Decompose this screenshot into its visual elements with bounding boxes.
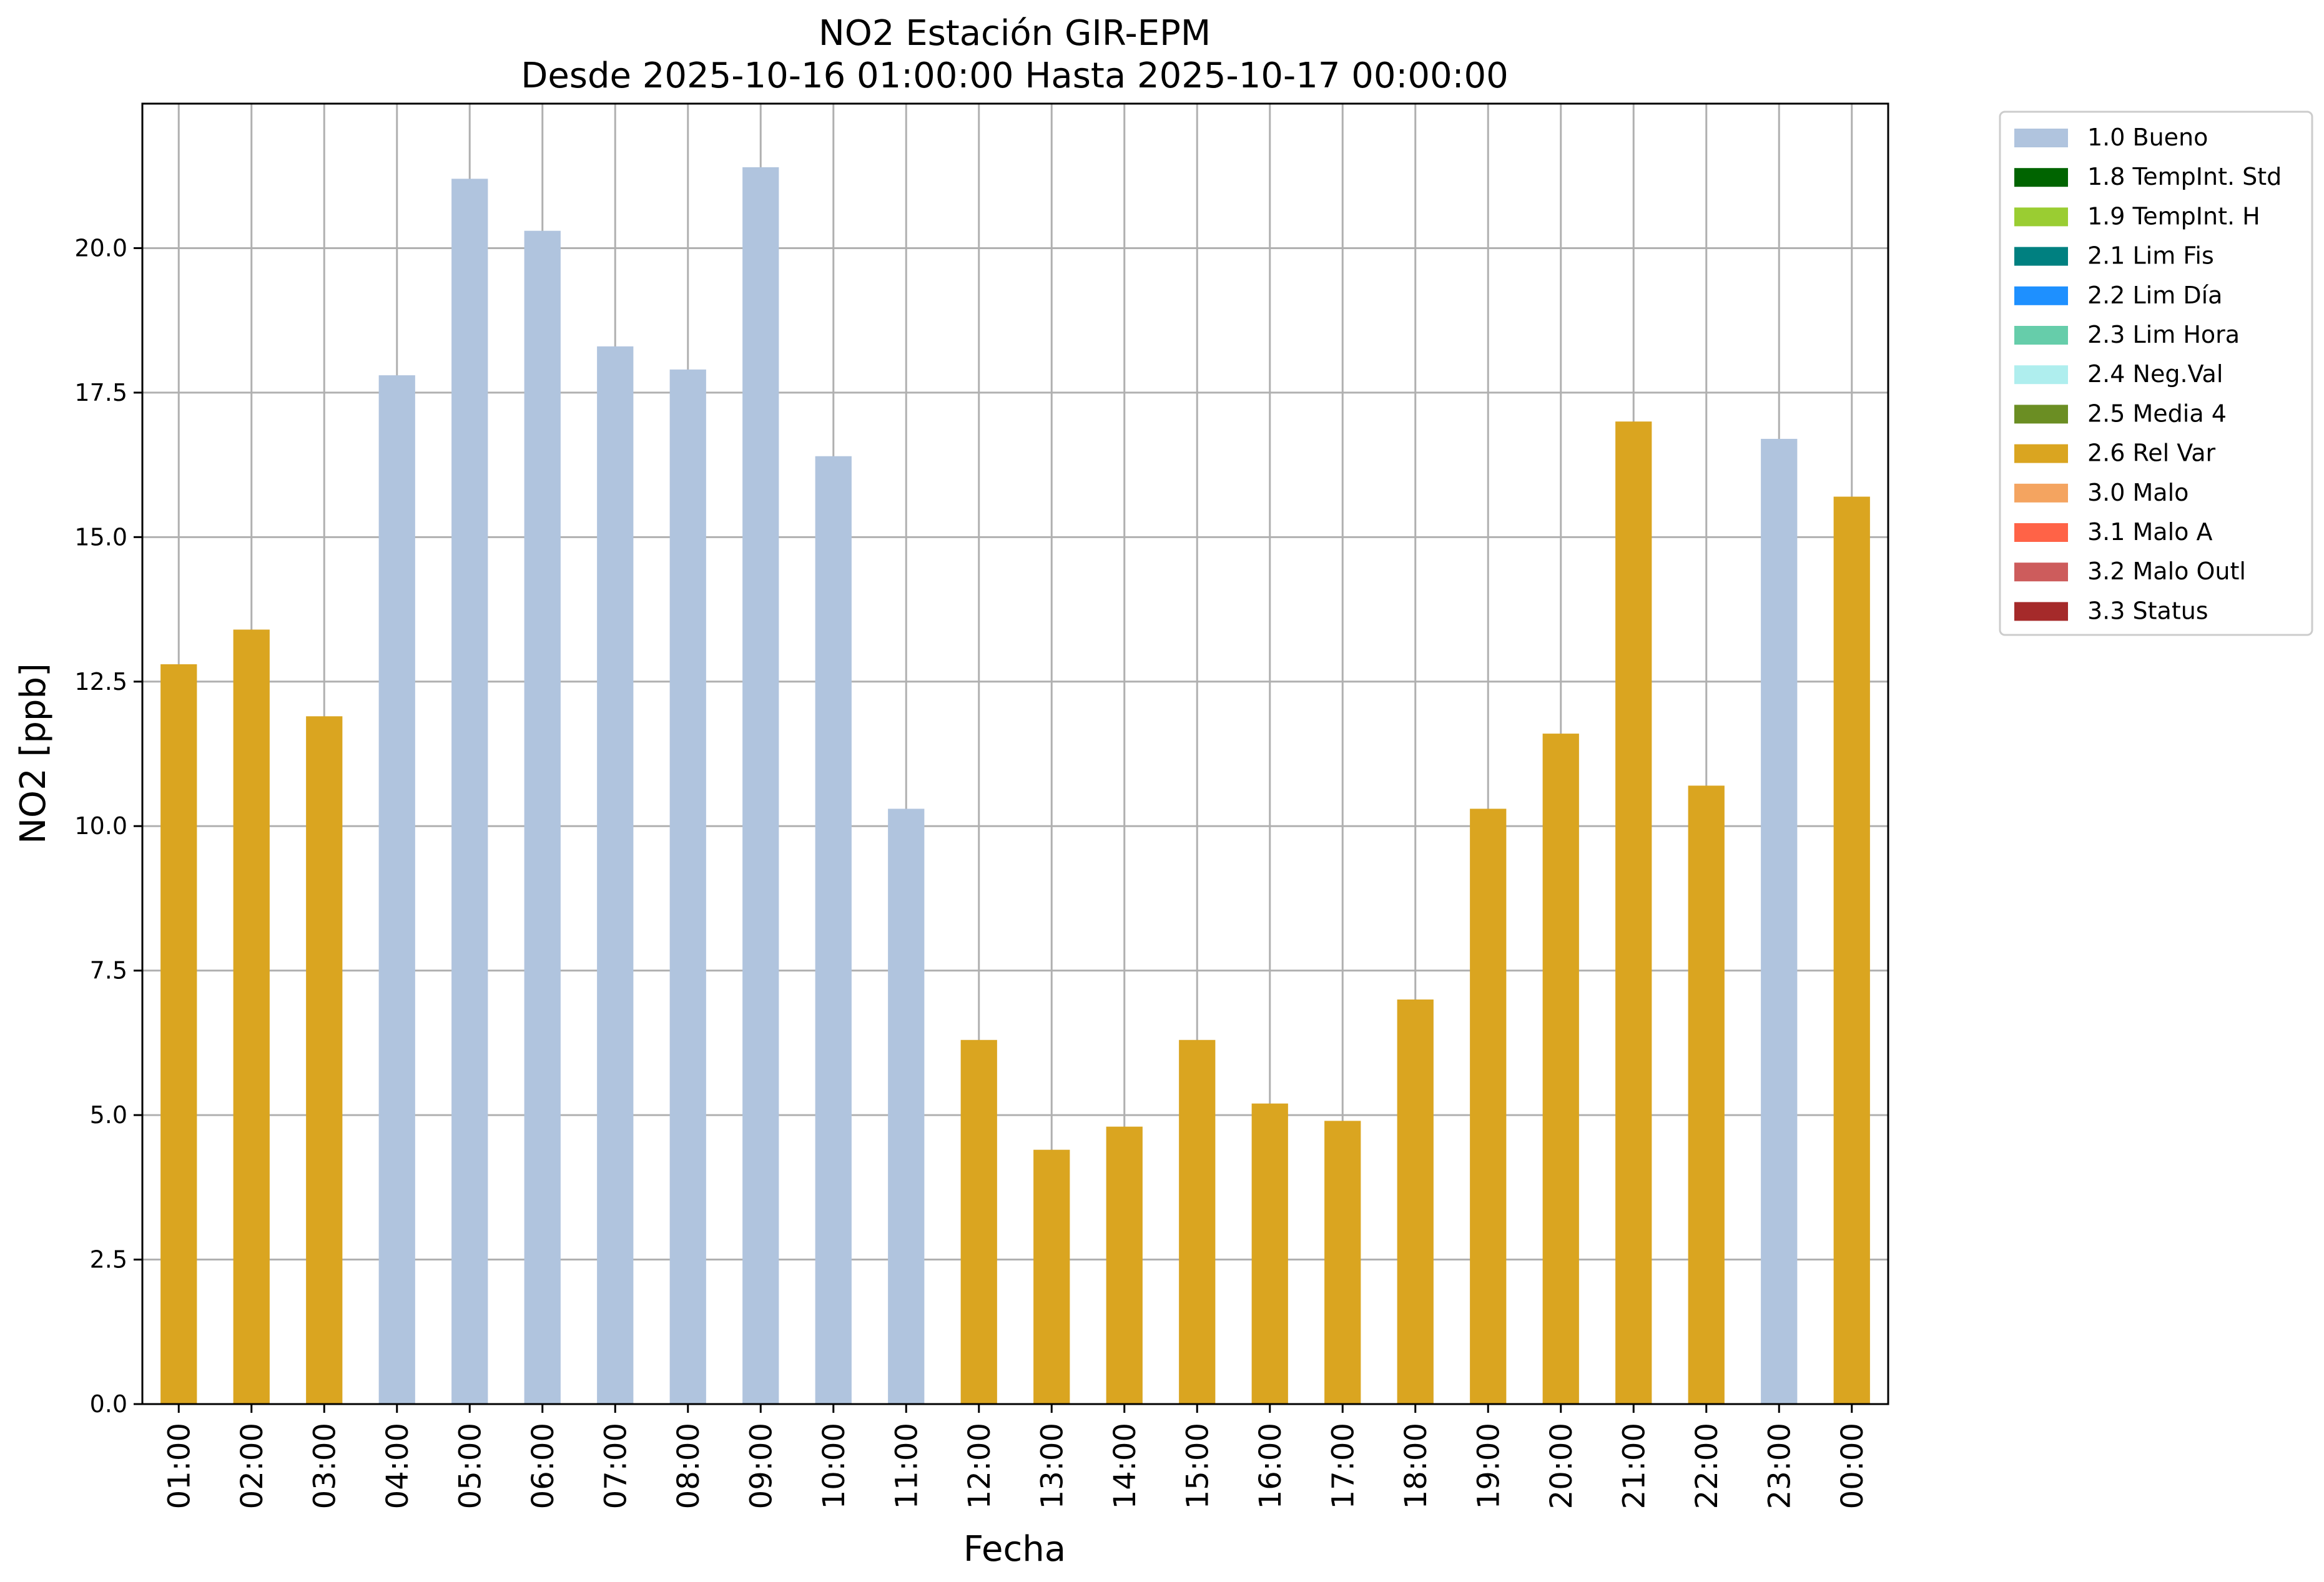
x-tick-label: 13:00 — [1035, 1423, 1070, 1509]
bar-06-00 — [524, 230, 561, 1404]
x-tick-label: 10:00 — [817, 1423, 852, 1509]
x-axis-ticks: 01:00 02:00 03:00 04:00 05:00 06:00 07:00 08:00… — [162, 1404, 1870, 1509]
y-tick-label: 7.5 — [90, 957, 127, 985]
bar-18-00 — [1397, 999, 1434, 1404]
x-tick-label: 19:00 — [1471, 1423, 1506, 1509]
x-tick-label: 21:00 — [1617, 1423, 1652, 1509]
legend-swatch — [2014, 602, 2068, 621]
x-tick-label: 22:00 — [1690, 1423, 1725, 1509]
legend-label: 3.1 Malo A — [2087, 518, 2212, 546]
x-tick-label: 00:00 — [1835, 1423, 1870, 1509]
legend-label: 2.6 Rel Var — [2087, 440, 2216, 467]
bar-22-00 — [1688, 785, 1725, 1404]
bar-14-00 — [1106, 1126, 1143, 1404]
legend-frame — [1999, 111, 2313, 636]
bar-08-00 — [669, 369, 706, 1404]
x-axis-label: Fecha — [963, 1529, 1066, 1570]
legend-swatch — [2014, 405, 2068, 424]
legend-label: 2.3 Lim Hora — [2087, 321, 2240, 348]
legend-label: 1.9 TempInt. H — [2087, 202, 2260, 230]
legend-swatch — [2014, 168, 2068, 187]
plot-frame — [141, 102, 1889, 1405]
y-tick-label: 10.0 — [74, 812, 127, 840]
legend-label: 3.0 Malo — [2087, 479, 2189, 506]
x-tick-label: 20:00 — [1544, 1423, 1579, 1509]
x-tick-label: 18:00 — [1399, 1423, 1434, 1509]
bar-19-00 — [1470, 808, 1507, 1404]
legend-label: 1.8 TempInt. Std — [2087, 163, 2282, 190]
x-tick-label: 06:00 — [526, 1423, 561, 1509]
legend-swatch — [2014, 286, 2068, 305]
x-tick-label: 03:00 — [307, 1423, 342, 1509]
bar-07-00 — [597, 346, 634, 1404]
x-tick-label: 01:00 — [162, 1423, 197, 1509]
y-tick-label: 5.0 — [90, 1101, 127, 1129]
bar-23-00 — [1761, 438, 1798, 1404]
bar-09-00 — [742, 167, 779, 1404]
y-tick-label: 17.5 — [74, 379, 127, 406]
legend-label: 2.1 Lim Fis — [2087, 242, 2214, 270]
y-tick-label: 0.0 — [90, 1390, 127, 1418]
x-tick-label: 07:00 — [598, 1423, 633, 1509]
x-tick-label: 08:00 — [671, 1423, 706, 1509]
y-tick-label: 15.0 — [74, 523, 127, 551]
bar-12-00 — [960, 1039, 997, 1404]
bar-00-00 — [1833, 496, 1870, 1405]
x-tick-label: 23:00 — [1762, 1423, 1797, 1509]
legend-label: 3.3 Status — [2087, 597, 2208, 624]
bar-01-00 — [160, 664, 197, 1404]
x-tick-label: 09:00 — [744, 1423, 779, 1509]
y-axis-label: NO2 [ppb] — [13, 663, 54, 844]
bar-13-00 — [1033, 1149, 1070, 1404]
x-tick-label: 11:00 — [889, 1423, 924, 1509]
x-tick-label: 05:00 — [453, 1423, 488, 1509]
y-tick-label: 2.5 — [90, 1246, 127, 1274]
bar-02-00 — [233, 629, 270, 1404]
legend-label: 2.5 Media 4 — [2087, 400, 2227, 427]
legend-label: 1.0 Bueno — [2087, 124, 2208, 151]
legend-label: 2.4 Neg.Val — [2087, 360, 2223, 388]
x-tick-label: 14:00 — [1108, 1423, 1143, 1509]
chart-title: NO2 Estación GIR-EPM — [819, 13, 1211, 54]
legend-swatch — [2014, 326, 2068, 345]
legend-label: 2.2 Lim Día — [2087, 282, 2222, 309]
y-tick-label: 12.5 — [74, 668, 127, 695]
legend-swatch — [2014, 483, 2068, 503]
bar-20-00 — [1542, 734, 1579, 1404]
bar-16-00 — [1251, 1103, 1288, 1404]
chart-subtitle: Desde 2025-10-16 01:00:00 Hasta 2025-10-… — [521, 56, 1509, 96]
legend-swatch — [2014, 444, 2068, 463]
bar-11-00 — [888, 808, 925, 1404]
bar-17-00 — [1324, 1121, 1361, 1404]
legend: 1.0 Bueno 1.8 TempInt. Std 1.9 TempInt. H 2… — [1999, 111, 2313, 636]
x-tick-label: 02:00 — [235, 1423, 270, 1509]
y-axis-ticks: 0.0 2.5 5.0 7.5 10.0 12.5 15.0 17.5 20.0 — [74, 234, 142, 1418]
x-tick-label: 16:00 — [1253, 1423, 1288, 1509]
legend-swatch — [2014, 523, 2068, 542]
bars — [160, 167, 1870, 1405]
y-tick-label: 20.0 — [74, 234, 127, 262]
legend-swatch — [2014, 563, 2068, 582]
bar-21-00 — [1615, 421, 1652, 1405]
legend-swatch — [2014, 207, 2068, 227]
bar-04-00 — [378, 375, 415, 1405]
bar-10-00 — [815, 456, 852, 1405]
x-tick-label: 17:00 — [1326, 1423, 1361, 1509]
x-tick-label: 15:00 — [1180, 1423, 1215, 1509]
legend-swatch — [2014, 365, 2068, 385]
legend-swatch — [2014, 247, 2068, 266]
bar-15-00 — [1179, 1039, 1216, 1404]
x-tick-label: 12:00 — [962, 1423, 997, 1509]
legend-label: 3.2 Malo Outl — [2087, 558, 2246, 585]
bar-03-00 — [306, 716, 343, 1404]
bar-05-00 — [451, 179, 488, 1405]
x-tick-label: 04:00 — [380, 1423, 415, 1509]
legend-swatch — [2014, 129, 2068, 147]
